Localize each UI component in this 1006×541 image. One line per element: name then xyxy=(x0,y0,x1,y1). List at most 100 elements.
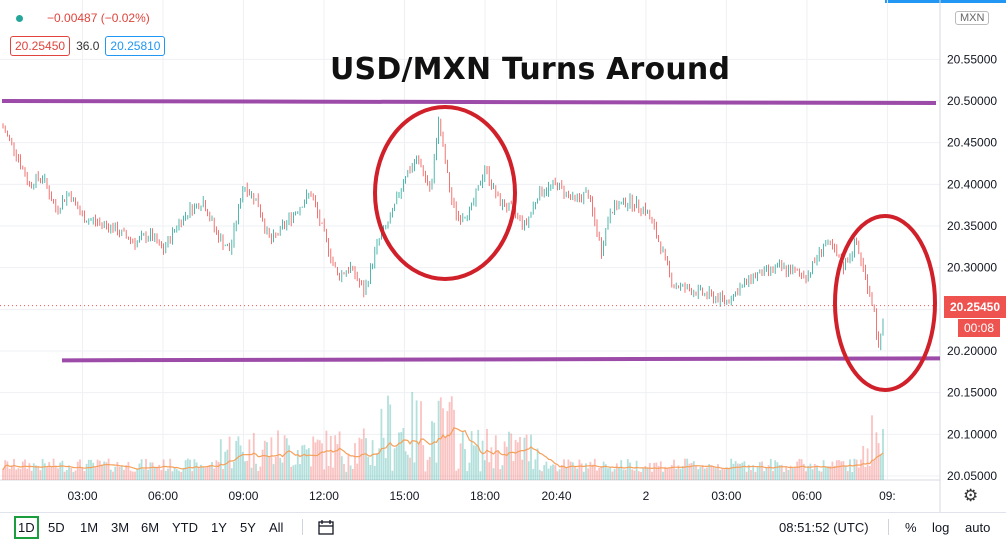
volume-bar xyxy=(30,470,33,480)
volume-bar xyxy=(52,458,55,480)
y-tick-label: 20.30000 xyxy=(947,261,997,275)
volume-bar xyxy=(13,458,15,480)
range-1d-button[interactable]: 1D xyxy=(14,516,39,539)
volume-bar xyxy=(783,471,785,480)
volume-bar xyxy=(250,467,253,480)
volume-bar xyxy=(651,471,653,480)
volume-bar xyxy=(444,437,447,480)
volume-bar xyxy=(50,467,53,480)
range-5y-button[interactable]: 5Y xyxy=(240,520,256,535)
price-chart[interactable]: 20.55000 20.50000 20.45000 20.40000 20.35000… xyxy=(0,0,1006,512)
volume-bar xyxy=(228,436,231,480)
log-scale-toggle[interactable]: log xyxy=(932,520,950,535)
range-5d-button[interactable]: 5D xyxy=(48,520,65,535)
volume-bar xyxy=(417,443,420,480)
volume-bar xyxy=(400,432,403,480)
volume-bar xyxy=(710,465,713,480)
volume-bar xyxy=(303,444,306,480)
range-6m-button[interactable]: 6M xyxy=(141,520,160,535)
percent-scale-toggle[interactable]: % xyxy=(905,520,917,535)
range-3m-button[interactable]: 3M xyxy=(111,520,130,535)
auto-scale-toggle[interactable]: auto xyxy=(965,520,991,535)
volume-bar xyxy=(371,440,374,480)
volume-bar xyxy=(391,470,394,480)
volume-bar xyxy=(376,453,378,480)
volume-bar xyxy=(37,466,40,480)
volume-bar xyxy=(629,462,631,480)
volume-bar xyxy=(849,459,851,480)
volume-bar xyxy=(721,468,724,480)
volume-bar xyxy=(184,460,187,480)
volume-bar xyxy=(580,463,583,480)
volume-bar xyxy=(257,470,260,480)
volume-bar xyxy=(138,463,141,480)
volume-bar xyxy=(642,468,645,480)
volume-bar xyxy=(483,460,486,480)
go-to-date-icon[interactable] xyxy=(318,520,336,538)
volume-bar xyxy=(15,469,18,480)
volume-bar xyxy=(114,466,117,480)
volume-bar xyxy=(351,468,354,480)
volume-bar xyxy=(435,462,438,480)
volume-bar xyxy=(340,456,343,480)
volume-bar xyxy=(46,467,48,480)
volume-bar xyxy=(712,466,715,480)
market-open-dot xyxy=(16,14,23,22)
volume-bar xyxy=(635,460,638,480)
range-1y-button[interactable]: 1Y xyxy=(211,520,227,535)
volume-bar xyxy=(422,445,425,480)
volume-bar xyxy=(197,467,200,480)
volume-bar xyxy=(259,466,262,480)
settings-gear-icon[interactable]: ⚙ xyxy=(963,486,979,505)
volume-bar xyxy=(32,463,35,480)
volume-bar xyxy=(178,470,180,480)
volume-bar xyxy=(851,471,854,480)
utc-clock[interactable]: 08:51:52 (UTC) xyxy=(779,520,869,535)
volume-bar xyxy=(875,432,878,480)
volume-bar xyxy=(171,471,174,480)
volume-bar xyxy=(523,437,526,480)
x-tick-label: 03:00 xyxy=(67,489,97,503)
volume-bar xyxy=(835,460,838,480)
volume-bar xyxy=(631,469,634,480)
volume-bar xyxy=(640,471,642,480)
volume-bar xyxy=(109,469,112,480)
sell-button[interactable]: 20.25450 xyxy=(10,36,71,56)
volume-bar xyxy=(816,465,818,480)
volume-bar xyxy=(59,462,62,480)
range-ytd-button[interactable]: YTD xyxy=(172,520,198,535)
y-tick-label: 20.55000 xyxy=(947,52,997,66)
volume-bar xyxy=(107,458,110,480)
range-1m-button[interactable]: 1M xyxy=(80,520,99,535)
volume-bar xyxy=(842,461,845,480)
volume-bar xyxy=(356,463,359,480)
volume-bar xyxy=(164,470,167,480)
volume-bar xyxy=(433,422,436,480)
volume-bar xyxy=(798,458,801,480)
volume-bar xyxy=(648,462,651,480)
volume-bar xyxy=(336,444,339,480)
volume-bar xyxy=(505,446,508,480)
volume-bar xyxy=(103,461,106,480)
volume-bar xyxy=(769,458,772,480)
volume-bar xyxy=(516,442,519,480)
volume-bar xyxy=(202,467,205,480)
volume-bar xyxy=(602,461,605,480)
volume-bar xyxy=(378,448,381,480)
y-tick-label: 20.10000 xyxy=(947,427,997,441)
volume-bar xyxy=(8,468,11,480)
volume-bar xyxy=(622,469,625,480)
range-all-button[interactable]: All xyxy=(269,520,284,535)
x-tick-label: 18:00 xyxy=(470,489,500,503)
volume-bar xyxy=(831,461,834,480)
volume-bar xyxy=(503,441,506,480)
volume-bar xyxy=(450,396,453,480)
volume-bar xyxy=(288,445,290,480)
volume-bar xyxy=(24,459,26,480)
buy-button[interactable]: 20.25810 xyxy=(105,36,166,56)
volume-bar xyxy=(327,465,330,480)
volume-bar xyxy=(345,471,348,480)
volume-bar xyxy=(855,459,858,480)
volume-bar xyxy=(314,442,317,480)
volume-bar xyxy=(637,471,640,480)
